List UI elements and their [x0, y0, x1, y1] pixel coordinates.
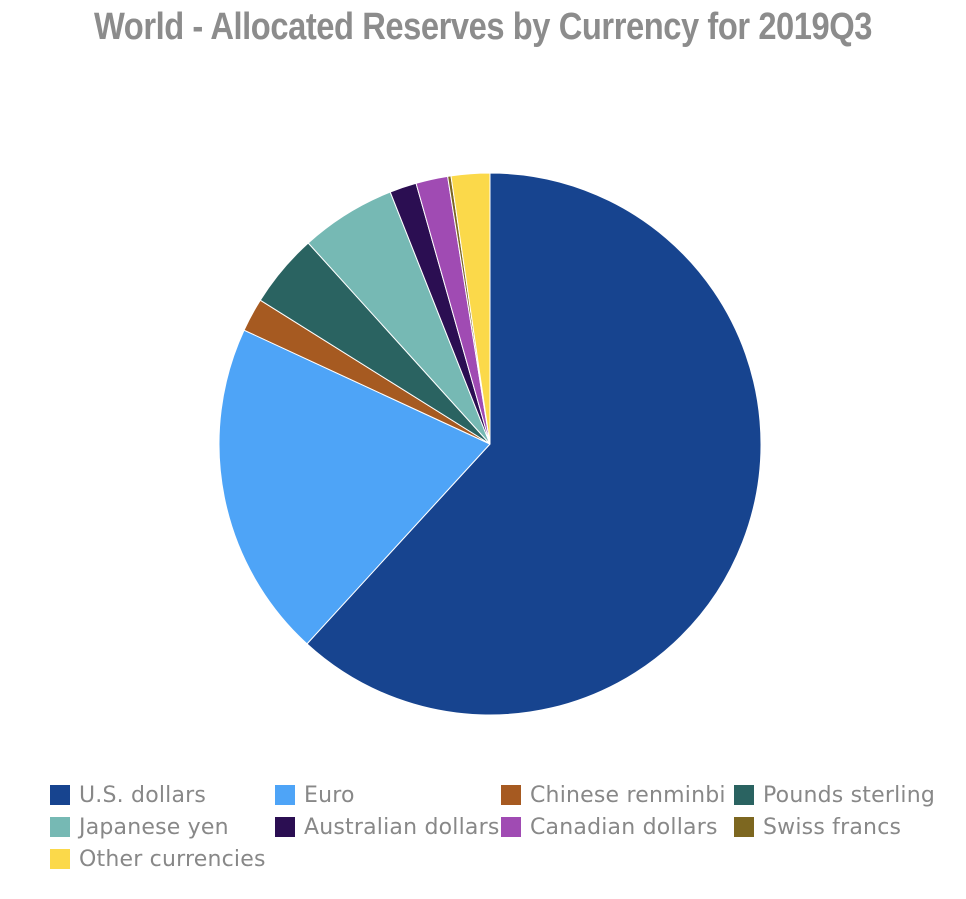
chart-title: World - Allocated Reserves by Currency f…	[93, 6, 873, 48]
legend-swatch	[501, 785, 521, 805]
legend-swatch	[50, 785, 70, 805]
legend-label: U.S. dollars	[79, 782, 207, 808]
legend-swatch	[275, 785, 295, 805]
legend-item-pounds-sterling: Pounds sterling	[734, 781, 935, 809]
legend-item-canadian-dollars: Canadian dollars	[501, 813, 718, 841]
legend-label: Canadian dollars	[530, 814, 718, 840]
legend-label: Australian dollars	[304, 814, 500, 840]
legend-item-chinese-renminbi: Chinese renminbi	[501, 781, 726, 809]
legend-swatch	[275, 817, 295, 837]
pie-chart	[218, 172, 762, 716]
pie-slice-u-s-dollars	[306, 172, 762, 716]
legend-swatch	[50, 849, 70, 869]
legend-label: Japanese yen	[79, 814, 229, 840]
legend-item-us-dollars: U.S. dollars	[50, 781, 206, 809]
legend-item-japanese-yen: Japanese yen	[50, 813, 229, 841]
pie-slice-euro	[218, 329, 491, 645]
legend-swatch	[734, 785, 754, 805]
legend-label: Euro	[304, 782, 355, 808]
legend-item-swiss-francs: Swiss francs	[734, 813, 901, 841]
legend-item-australian-dollars: Australian dollars	[275, 813, 500, 841]
legend-swatch	[734, 817, 754, 837]
legend-label: Pounds sterling	[763, 782, 936, 808]
legend-item-euro: Euro	[275, 781, 355, 809]
legend-label: Swiss francs	[763, 814, 902, 840]
legend-swatch	[501, 817, 521, 837]
legend-item-other-currencies: Other currencies	[50, 845, 266, 873]
pie-slice-other-currencies	[450, 172, 491, 445]
legend-label: Chinese renminbi	[530, 782, 726, 808]
legend-swatch	[50, 817, 70, 837]
legend-label: Other currencies	[79, 846, 266, 872]
